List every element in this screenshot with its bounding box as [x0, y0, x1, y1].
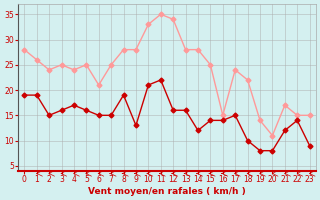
X-axis label: Vent moyen/en rafales ( km/h ): Vent moyen/en rafales ( km/h ) [88, 187, 246, 196]
